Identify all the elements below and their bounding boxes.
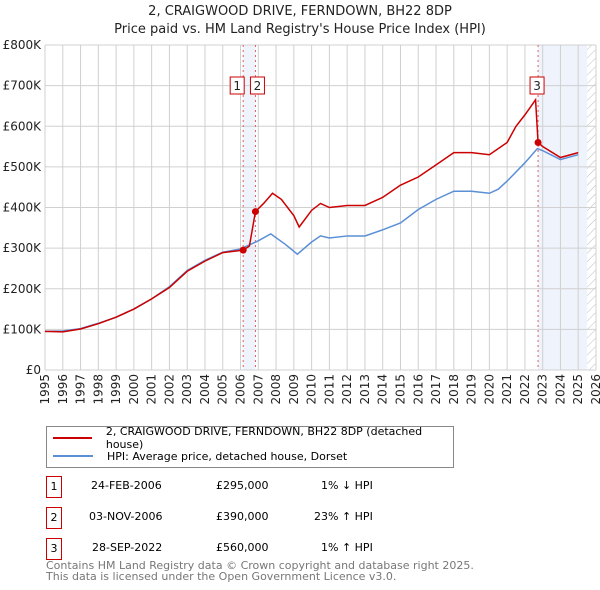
sale-point: [534, 139, 542, 146]
y-tick-label: £400K: [3, 201, 43, 215]
table-row: 1 24-FEB-2006 £295,000 1% ↓ HPI: [46, 476, 466, 498]
chart-title: 2, CRAIGWOOD DRIVE, FERNDOWN, BH22 8DP: [148, 4, 452, 19]
chart-subtitle: Price paid vs. HM Land Registry's House …: [114, 22, 486, 37]
x-tick-label: 2020: [482, 374, 496, 405]
sale-label: 2: [254, 79, 262, 93]
blue-line-swatch: [53, 455, 93, 457]
x-tick-label: 1995: [38, 374, 52, 405]
x-tick-label: 2010: [305, 374, 319, 405]
x-tick-label: 2009: [287, 374, 301, 405]
chart-legend: 2, CRAIGWOOD DRIVE, FERNDOWN, BH22 8DP (…: [46, 425, 454, 468]
x-tick-label: 1998: [91, 374, 105, 405]
sale-label-box: [229, 76, 245, 95]
footer: Contains HM Land Registry data © Crown c…: [46, 560, 474, 582]
sale-point: [239, 246, 247, 254]
hpi-diff: 23% ↑ HPI: [314, 510, 373, 523]
x-tick-label: 2004: [198, 374, 212, 405]
x-tick-label: 2000: [127, 374, 141, 405]
red-line-swatch: [53, 437, 92, 439]
sale-price: £295,000: [216, 479, 269, 492]
sale-label-box: [249, 76, 265, 95]
x-tick-label: 2019: [465, 374, 479, 405]
x-tick-label: 1999: [109, 374, 123, 405]
table-row: 3 28-SEP-2022 £560,000 1% ↑ HPI: [46, 538, 466, 560]
legend-item-property: 2, CRAIGWOOD DRIVE, FERNDOWN, BH22 8DP (…: [47, 425, 453, 451]
y-tick-label: £100K: [3, 322, 43, 336]
x-tick-label: 2015: [393, 374, 407, 405]
sale-label: 3: [533, 79, 541, 93]
sale-price: £560,000: [216, 541, 269, 554]
price-chart: 1995 1996 1997 1998 1999 2000 2001 2002 2003 2004…: [3, 38, 600, 405]
y-tick-label: £600K: [3, 119, 43, 133]
x-tick-label: 1996: [56, 374, 70, 405]
legend-item-hpi: HPI: Average price, detached house, Dors…: [47, 447, 347, 465]
sale-label: 1: [233, 79, 241, 93]
x-tick-label: 2024: [553, 374, 567, 405]
sale-date: 03-NOV-2006: [89, 510, 163, 523]
x-tick-label: 2007: [251, 374, 265, 405]
y-tick-label: £200K: [3, 282, 43, 296]
y-tick-label: £700K: [3, 79, 43, 93]
legend-label: 2, CRAIGWOOD DRIVE, FERNDOWN, BH22 8DP (…: [105, 425, 423, 451]
hpi-diff: 1% ↑ HPI: [321, 541, 373, 554]
legend-label: HPI: Average price, detached house, Dors…: [107, 449, 348, 463]
x-tick-label: 2025: [571, 374, 585, 405]
x-tick-label: 2006: [234, 374, 248, 405]
marker-badge: 1: [46, 476, 62, 498]
footer-licence: This data is licensed under the Open Gov…: [46, 570, 397, 583]
table-row: 2 03-NOV-2006 £390,000 23% ↑ HPI: [46, 507, 466, 529]
marker-badge: 2: [46, 507, 62, 529]
y-tick-label: £300K: [3, 241, 43, 255]
x-tick-label: 2018: [447, 374, 461, 405]
marker-badge: 3: [46, 538, 62, 560]
x-tick-label: 2001: [145, 374, 159, 405]
sale-point: [251, 208, 259, 216]
hpi-diff: 1% ↓ HPI: [321, 479, 373, 492]
sale-label-box: [529, 76, 545, 95]
x-tick-label: 1997: [74, 374, 88, 405]
price-paid-line: [44, 97, 579, 333]
x-tick-label: 2022: [518, 374, 532, 405]
x-tick-label: 2005: [216, 374, 230, 405]
x-tick-label: 2016: [411, 374, 425, 405]
x-tick-label: 2023: [536, 374, 550, 405]
sale-price: £390,000: [216, 510, 269, 523]
x-tick-label: 2021: [500, 374, 514, 405]
sale-date: 24-FEB-2006: [91, 479, 162, 492]
x-tick-label: 2013: [358, 374, 372, 405]
x-tick-label: 2008: [269, 374, 283, 405]
y-tick-label: £500K: [3, 160, 43, 174]
y-tick-label: £0: [26, 363, 41, 377]
y-tick-label: £800K: [3, 38, 43, 52]
x-tick-label: 2002: [162, 374, 176, 405]
footer-copyright: Contains HM Land Registry data © Crown c…: [46, 559, 474, 572]
x-tick-label: 2011: [322, 374, 336, 405]
x-tick-label: 2014: [376, 374, 390, 405]
x-tick-label: 2012: [340, 374, 354, 405]
x-tick-label: 2003: [180, 374, 194, 405]
sale-date: 28-SEP-2022: [92, 541, 163, 554]
x-tick-label: 2017: [429, 374, 443, 405]
x-tick-label: 2026: [589, 374, 600, 405]
